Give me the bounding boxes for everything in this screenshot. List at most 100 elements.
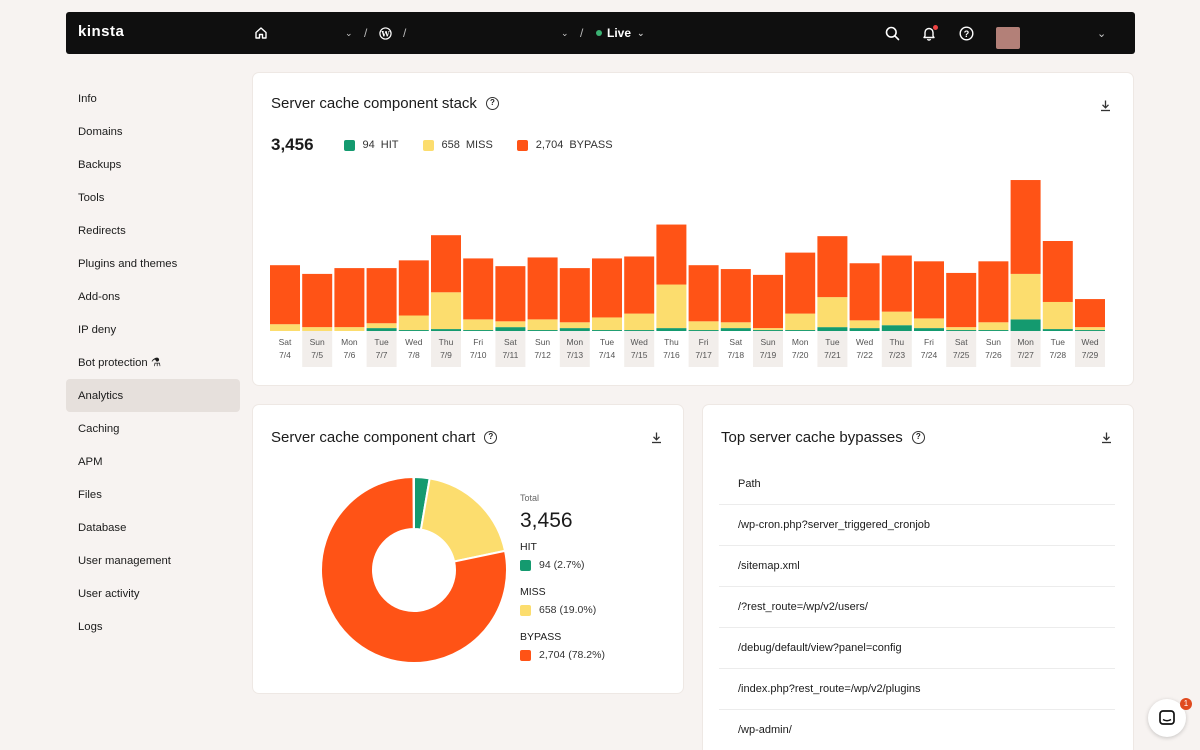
sidebar-item[interactable]: APM (66, 445, 240, 478)
bar-segment-hit[interactable] (559, 328, 590, 331)
sidebar-item[interactable]: User activity (66, 577, 240, 610)
bar-segment-miss[interactable] (978, 322, 1009, 331)
bar-segment-bypass[interactable] (431, 235, 461, 293)
bar-segment-miss[interactable] (366, 323, 397, 329)
bar-segment-bypass[interactable] (753, 274, 783, 329)
bar-segment-miss[interactable] (753, 328, 783, 331)
bar-segment-miss[interactable] (914, 318, 944, 329)
bar-segment-hit[interactable] (398, 330, 429, 331)
sidebar-item[interactable]: Database (66, 511, 240, 544)
bar-segment-bypass[interactable] (270, 265, 300, 325)
bar-segment-bypass[interactable] (559, 268, 590, 323)
bar-segment-bypass[interactable] (334, 268, 365, 328)
bar-segment-bypass[interactable] (817, 236, 848, 298)
bar-segment-miss[interactable] (946, 327, 977, 331)
download-icon[interactable] (650, 431, 664, 445)
bar-segment-miss[interactable] (398, 315, 429, 331)
bar-segment-miss[interactable] (334, 327, 365, 331)
bar-segment-bypass[interactable] (1042, 241, 1073, 302)
donut-slice-bypass[interactable] (320, 475, 508, 664)
bar-segment-bypass[interactable] (463, 258, 494, 320)
home-icon[interactable] (254, 12, 268, 54)
avatar[interactable] (996, 27, 1020, 49)
bar-segment-miss[interactable] (495, 321, 526, 328)
bar-segment-bypass[interactable] (398, 260, 429, 316)
bar-segment-bypass[interactable] (849, 263, 880, 321)
bar-segment-hit[interactable] (785, 330, 816, 331)
bar-segment-miss[interactable] (1042, 301, 1073, 330)
download-icon[interactable] (1099, 99, 1113, 113)
bar-segment-bypass[interactable] (978, 261, 1009, 323)
table-row[interactable]: /debug/default/view?panel=config (719, 628, 1115, 669)
bar-segment-bypass[interactable] (366, 268, 397, 324)
bar-segment-miss[interactable] (688, 321, 719, 331)
bar-segment-hit[interactable] (1075, 330, 1105, 331)
chat-launcher[interactable] (1148, 699, 1186, 737)
bar-segment-bypass[interactable] (302, 273, 333, 328)
download-icon[interactable] (1100, 431, 1114, 445)
bar-segment-bypass[interactable] (881, 255, 912, 312)
bar-segment-hit[interactable] (688, 330, 719, 331)
bar-segment-hit[interactable] (946, 330, 977, 331)
bar-segment-miss[interactable] (881, 311, 912, 326)
bar-segment-miss[interactable] (592, 317, 622, 331)
bar-segment-bypass[interactable] (688, 265, 719, 322)
bar-segment-miss[interactable] (1010, 273, 1041, 320)
bar-segment-miss[interactable] (270, 324, 300, 331)
company-dropdown-chevron-icon[interactable]: ⌄ (345, 27, 353, 38)
sidebar-item[interactable]: User management (66, 544, 240, 577)
help-icon[interactable]: ? (484, 431, 498, 444)
table-row[interactable]: /?rest_route=/wp/v2/users/ (719, 587, 1115, 628)
help-icon[interactable]: ? (911, 431, 925, 444)
legend-miss[interactable]: 658 MISS (422, 139, 493, 151)
bar-segment-miss[interactable] (849, 320, 880, 329)
bar-segment-bypass[interactable] (592, 258, 622, 318)
bar-segment-hit[interactable] (849, 328, 880, 331)
bar-segment-bypass[interactable] (656, 224, 687, 285)
bar-segment-miss[interactable] (720, 322, 751, 329)
bar-segment-hit[interactable] (753, 330, 783, 331)
sidebar-item[interactable]: Info (66, 82, 240, 115)
sidebar-item[interactable]: Plugins and themes (66, 247, 240, 280)
bar-segment-hit[interactable] (431, 329, 461, 331)
bar-segment-miss[interactable] (527, 319, 558, 331)
table-row[interactable]: /sitemap.xml (719, 546, 1115, 587)
sidebar-item[interactable]: Analytics (66, 379, 240, 412)
bar-segment-bypass[interactable] (527, 257, 558, 320)
legend-hit[interactable]: 94 HIT (343, 139, 399, 151)
bar-segment-hit[interactable] (881, 325, 912, 331)
donut-slice-miss[interactable] (419, 477, 507, 563)
bar-segment-miss[interactable] (785, 313, 816, 331)
sidebar-item[interactable]: Logs (66, 610, 240, 643)
sidebar-item[interactable]: Backups (66, 148, 240, 181)
bar-segment-miss[interactable] (1075, 327, 1105, 331)
bar-segment-hit[interactable] (720, 328, 751, 331)
bar-segment-bypass[interactable] (1075, 299, 1105, 328)
table-row[interactable]: /wp-admin/ (719, 710, 1115, 750)
sidebar-item[interactable]: IP deny (66, 313, 240, 346)
bar-segment-hit[interactable] (463, 330, 494, 331)
table-row[interactable]: /index.php?rest_route=/wp/v2/plugins (719, 669, 1115, 710)
bar-segment-hit[interactable] (656, 328, 687, 331)
bar-segment-hit[interactable] (817, 327, 848, 331)
bar-segment-miss[interactable] (656, 284, 687, 329)
bar-segment-bypass[interactable] (495, 266, 526, 322)
sidebar-item[interactable]: Redirects (66, 214, 240, 247)
account-menu-chevron-icon[interactable]: ⌄ (1097, 27, 1107, 40)
legend-bypass[interactable]: 2,704 BYPASS (516, 139, 613, 151)
sidebar-item[interactable]: Files (66, 478, 240, 511)
bar-segment-miss[interactable] (624, 313, 655, 331)
bar-segment-bypass[interactable] (624, 256, 655, 314)
sidebar-item[interactable]: Domains (66, 115, 240, 148)
kinsta-logo[interactable]: kinsta (78, 23, 125, 40)
bar-segment-miss[interactable] (431, 292, 461, 330)
search-icon[interactable] (885, 12, 900, 54)
bar-segment-hit[interactable] (914, 328, 944, 331)
bar-segment-hit[interactable] (592, 330, 622, 331)
bar-segment-miss[interactable] (463, 319, 494, 331)
bar-segment-bypass[interactable] (914, 261, 944, 319)
notifications-bell-icon[interactable] (922, 12, 938, 54)
bar-segment-hit[interactable] (366, 328, 397, 331)
bar-segment-hit[interactable] (527, 330, 558, 331)
bar-segment-hit[interactable] (978, 330, 1009, 331)
